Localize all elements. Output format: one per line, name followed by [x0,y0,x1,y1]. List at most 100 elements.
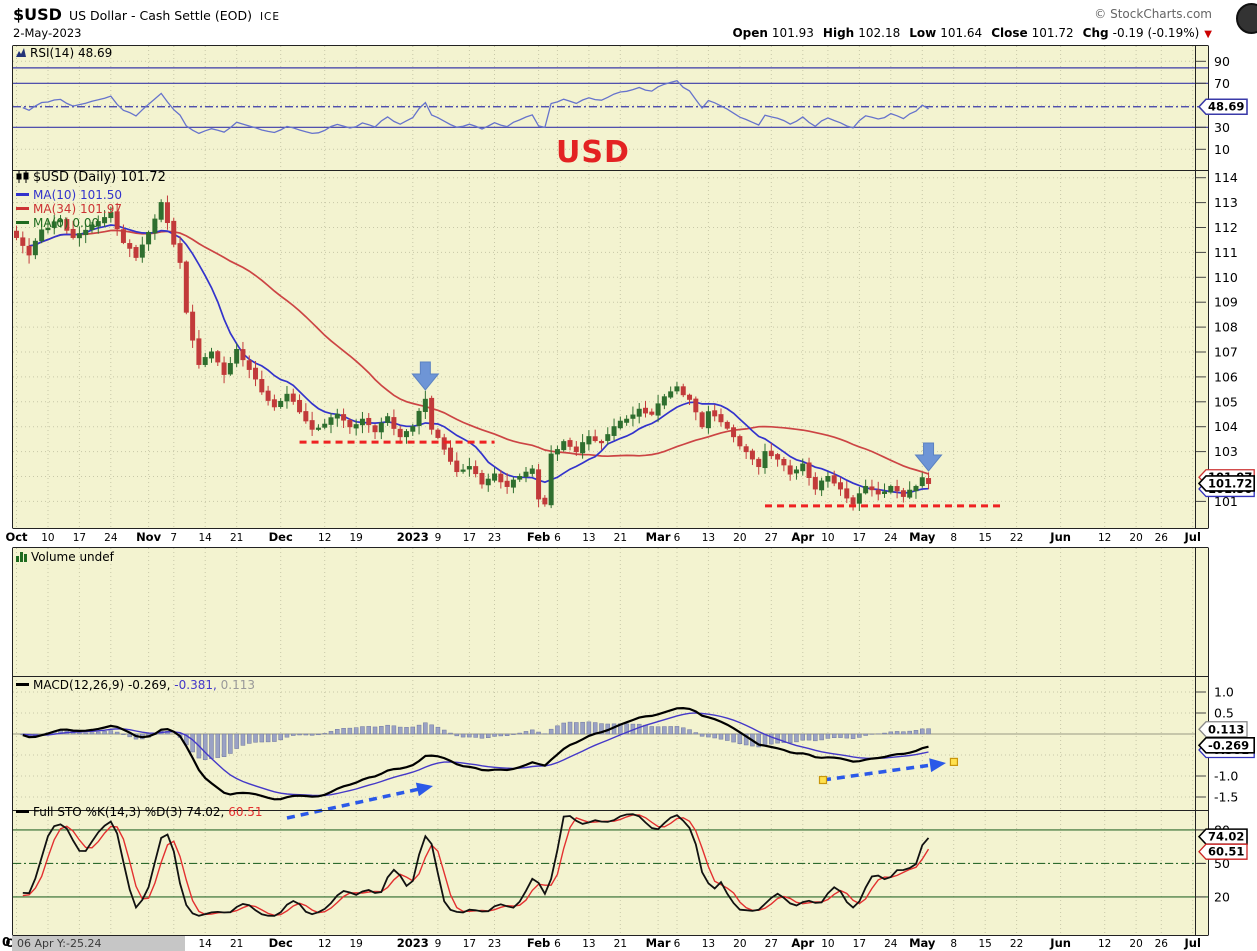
svg-text:26: 26 [1155,532,1169,544]
svg-text:23: 23 [488,938,501,950]
svg-text:101.72: 101.72 [1208,476,1252,490]
exchange-label: ICE [259,11,281,23]
svg-text:Apr: Apr [791,936,814,950]
down-arrow-annotation [914,442,943,472]
svg-text:8: 8 [950,532,957,544]
svg-text:113: 113 [1214,195,1238,210]
svg-text:17: 17 [853,532,866,544]
svg-text:17: 17 [73,532,86,544]
svg-text:106: 106 [1214,369,1238,384]
svg-text:Dec: Dec [269,530,293,544]
svg-text:Jun: Jun [1049,530,1071,544]
svg-text:Oct: Oct [5,530,28,544]
trend-arrow-line [286,786,422,820]
svg-text:Jun: Jun [1049,936,1071,950]
svg-text:2023: 2023 [397,936,429,950]
annotation-handle [949,757,959,767]
svg-text:26: 26 [1155,938,1169,950]
svg-text:17: 17 [463,938,476,950]
svg-text:10: 10 [821,938,834,950]
svg-text:Nov: Nov [136,530,162,544]
svg-text:13: 13 [702,532,715,544]
svg-text:12: 12 [1098,532,1111,544]
svg-text:Feb: Feb [527,936,550,950]
svg-text:6: 6 [554,532,561,544]
svg-text:110: 110 [1214,270,1238,285]
svg-text:Mar: Mar [646,936,671,950]
quote-value: 101.72 [1031,26,1074,40]
svg-text:30: 30 [1214,120,1230,135]
svg-text:22: 22 [1010,938,1023,950]
svg-text:14: 14 [199,532,213,544]
svg-text:7: 7 [170,532,177,544]
quote-value: -0.19 (-0.19%) [1112,26,1200,40]
logo-badge-icon [1236,3,1257,34]
volume-zero-label: 0 [2,935,11,949]
svg-text:24: 24 [104,532,118,544]
rsi-series [22,79,929,135]
svg-text:12: 12 [318,532,331,544]
svg-text:12: 12 [1098,938,1111,950]
svg-text:Feb: Feb [527,530,550,544]
quote-label: Chg [1082,26,1109,40]
change-down-icon[interactable]: ▼ [1204,29,1212,40]
page-title: $USD US Dollar - Cash Settle (EOD) ICE [13,5,280,24]
svg-text:15: 15 [978,532,991,544]
svg-text:17: 17 [853,938,866,950]
svg-text:103: 103 [1214,444,1238,459]
annotation-handle [818,775,828,785]
svg-text:Apr: Apr [791,530,814,544]
svg-text:0.113: 0.113 [1208,722,1244,736]
svg-text:10: 10 [1214,142,1230,157]
svg-text:12: 12 [318,938,331,950]
axis-value-tags: 48.69101.97101.50101.720.113-0.381-0.269… [1197,98,1255,860]
svg-text:104: 104 [1214,419,1238,434]
svg-text:111: 111 [1214,245,1238,260]
symbol-text: $USD [13,5,62,24]
svg-text:May: May [909,530,936,544]
quote-label: High [822,26,855,40]
svg-text:107: 107 [1214,345,1238,360]
svg-text:112: 112 [1214,220,1238,235]
copyright-link[interactable]: © StockCharts.com [1094,7,1212,21]
symbol-description: US Dollar - Cash Settle (EOD) [68,8,252,23]
y-axis-labels: 90 70 30 10 114 113 112 111 110 109 108 107 106 105 10… [1196,54,1238,904]
trend-arrow-line [822,762,935,782]
svg-text:Jul: Jul [1184,936,1201,950]
svg-text:Dec: Dec [269,936,293,950]
svg-text:27: 27 [765,938,778,950]
quote-value: 101.93 [771,26,814,40]
svg-text:2023: 2023 [397,530,429,544]
svg-text:10: 10 [41,532,54,544]
svg-text:23: 23 [488,532,501,544]
svg-text:21: 21 [614,532,627,544]
down-arrow-annotation [411,361,440,391]
svg-text:114: 114 [1214,170,1238,185]
svg-text:13: 13 [582,938,595,950]
svg-text:21: 21 [230,532,243,544]
svg-text:20: 20 [733,532,746,544]
svg-text:90: 90 [1214,54,1230,69]
svg-text:Jul: Jul [1184,530,1201,544]
svg-text:19: 19 [349,938,362,950]
svg-text:8: 8 [950,938,957,950]
price-series [14,195,932,511]
svg-text:14: 14 [199,938,213,950]
svg-text:70: 70 [1214,76,1230,91]
svg-text:0.5: 0.5 [1214,706,1234,721]
quote-bar: Open 101.93 High 102.18 Low 101.64 Close 101.72… [723,26,1212,40]
svg-text:Mar: Mar [646,530,671,544]
svg-text:48.69: 48.69 [1208,100,1244,114]
svg-text:13: 13 [582,532,595,544]
reference-lines [13,67,1208,898]
panel-backgrounds [13,46,1208,935]
svg-text:-0.269: -0.269 [1208,738,1249,752]
quote-label: Close [991,26,1028,40]
trend-arrow-head [415,782,433,797]
svg-text:108: 108 [1214,320,1238,335]
svg-text:19: 19 [349,532,362,544]
svg-text:15: 15 [978,938,991,950]
svg-text:-1.5: -1.5 [1214,790,1238,805]
